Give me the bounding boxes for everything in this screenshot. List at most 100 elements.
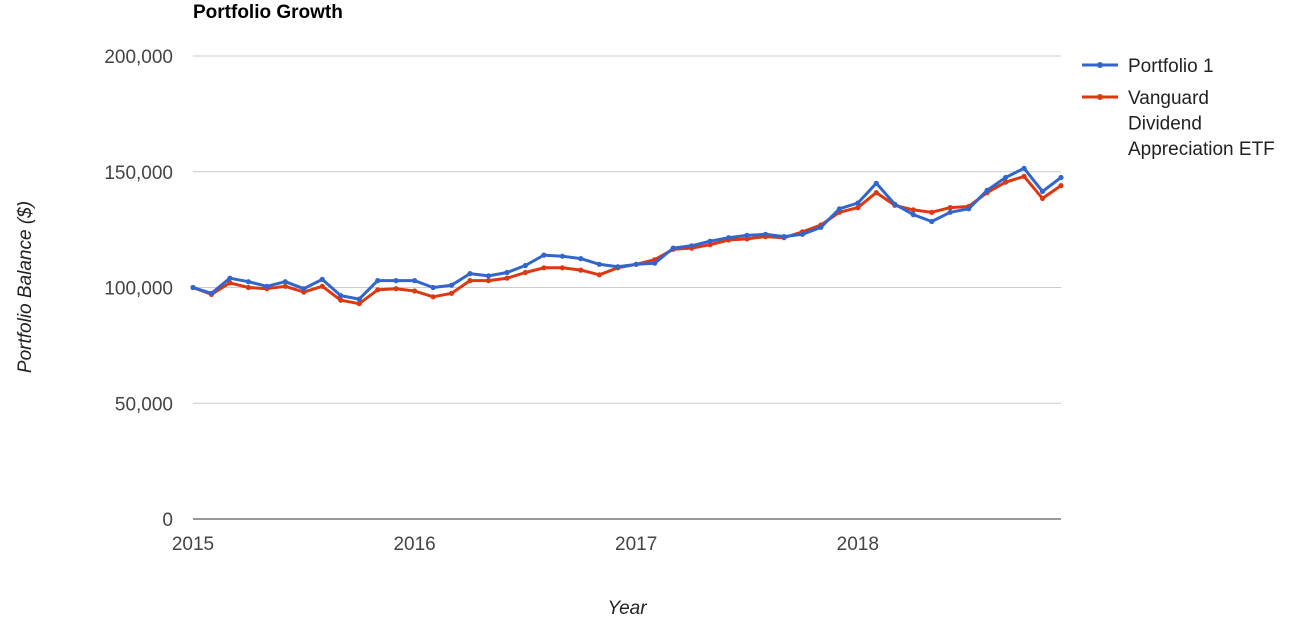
data-point <box>282 279 288 285</box>
data-point <box>762 231 769 237</box>
series-line <box>192 166 1062 301</box>
legend-item-1: Portfolio 1 <box>1082 56 1214 77</box>
legend-item-2: Vanguard Dividend Appreciation ETF <box>1082 88 1275 160</box>
data-point <box>449 290 455 296</box>
data-point <box>596 261 602 267</box>
data-point <box>208 290 215 296</box>
data-point <box>818 224 824 230</box>
data-point <box>467 271 473 277</box>
data-point <box>190 284 196 291</box>
data-point <box>1058 174 1064 181</box>
data-point <box>412 278 418 284</box>
data-point <box>485 278 492 284</box>
data-point <box>596 272 602 278</box>
legend-label: Appreciation ETF <box>1128 139 1275 160</box>
legend-label: Vanguard <box>1128 88 1209 109</box>
data-point <box>929 218 935 225</box>
y-axis-ticks: 0 50,000 100,000 150,000 200,000 <box>104 47 173 531</box>
legend-marker <box>1097 62 1103 68</box>
data-point <box>615 264 621 270</box>
data-point <box>522 262 529 269</box>
data-point <box>1039 188 1046 194</box>
data-point <box>929 209 935 215</box>
y-tick-label: 50,000 <box>115 394 173 415</box>
x-tick-label: 2018 <box>837 534 879 555</box>
y-tick-label: 200,000 <box>104 47 173 68</box>
data-point <box>707 238 713 244</box>
data-point <box>947 209 953 215</box>
data-point <box>744 232 750 238</box>
data-point <box>301 286 307 292</box>
data-point <box>1021 173 1027 179</box>
data-point <box>578 256 584 262</box>
data-point <box>966 206 972 212</box>
y-tick-label: 0 <box>162 510 173 531</box>
data-point <box>412 288 418 294</box>
data-point <box>910 207 916 213</box>
data-point <box>781 234 787 240</box>
data-point <box>485 273 492 279</box>
data-point <box>873 190 879 196</box>
series-lines <box>190 165 1064 307</box>
data-point <box>947 205 953 211</box>
data-point <box>227 280 233 286</box>
data-point <box>799 231 806 237</box>
data-point <box>1021 165 1027 171</box>
data-point <box>319 283 325 289</box>
data-point <box>319 276 325 282</box>
data-point <box>1003 179 1009 185</box>
data-point <box>855 200 861 206</box>
legend-label: Dividend <box>1128 114 1202 135</box>
data-point <box>356 296 362 302</box>
data-point <box>855 205 861 211</box>
data-point <box>338 297 344 303</box>
x-tick-label: 2017 <box>615 534 657 555</box>
y-tick-label: 150,000 <box>104 163 173 184</box>
data-point <box>375 287 381 293</box>
data-point <box>1003 174 1009 181</box>
data-point <box>984 187 990 193</box>
data-point <box>227 275 233 281</box>
series-1 <box>190 165 1064 302</box>
data-point <box>245 279 251 285</box>
data-point <box>836 206 843 212</box>
data-point <box>467 278 473 284</box>
data-point <box>393 286 399 292</box>
y-axis-title: Portfolio Balance ($) <box>15 201 36 373</box>
data-point <box>578 267 584 273</box>
data-point <box>559 253 566 259</box>
data-point <box>264 283 270 289</box>
legend-label: Portfolio 1 <box>1128 56 1214 77</box>
legend: Portfolio 1 Vanguard Dividend Appreciation … <box>1082 56 1275 160</box>
data-point <box>689 243 695 249</box>
data-point <box>1039 195 1046 201</box>
data-point <box>504 269 510 276</box>
chart-title: Portfolio Growth <box>193 2 343 23</box>
gridlines <box>193 55 1061 520</box>
data-point <box>541 252 547 258</box>
data-point <box>670 245 676 251</box>
data-point <box>245 284 251 291</box>
x-axis-title: Year <box>607 598 647 619</box>
data-point <box>652 260 658 266</box>
y-tick-label: 100,000 <box>104 279 173 300</box>
x-tick-label: 2016 <box>393 534 435 555</box>
data-point <box>892 201 898 207</box>
data-point <box>726 235 732 241</box>
series-2 <box>190 173 1064 307</box>
data-point <box>633 261 639 267</box>
data-point <box>430 284 436 291</box>
legend-marker <box>1097 94 1103 100</box>
data-point <box>375 278 381 284</box>
data-point <box>910 212 916 218</box>
data-point <box>541 265 547 271</box>
data-point <box>338 293 344 299</box>
x-axis-ticks: 2015 2016 2017 2018 <box>172 534 879 555</box>
data-point <box>522 269 529 276</box>
data-point <box>873 180 879 186</box>
data-point <box>1058 183 1064 189</box>
data-point <box>430 294 436 300</box>
data-point <box>504 275 510 281</box>
